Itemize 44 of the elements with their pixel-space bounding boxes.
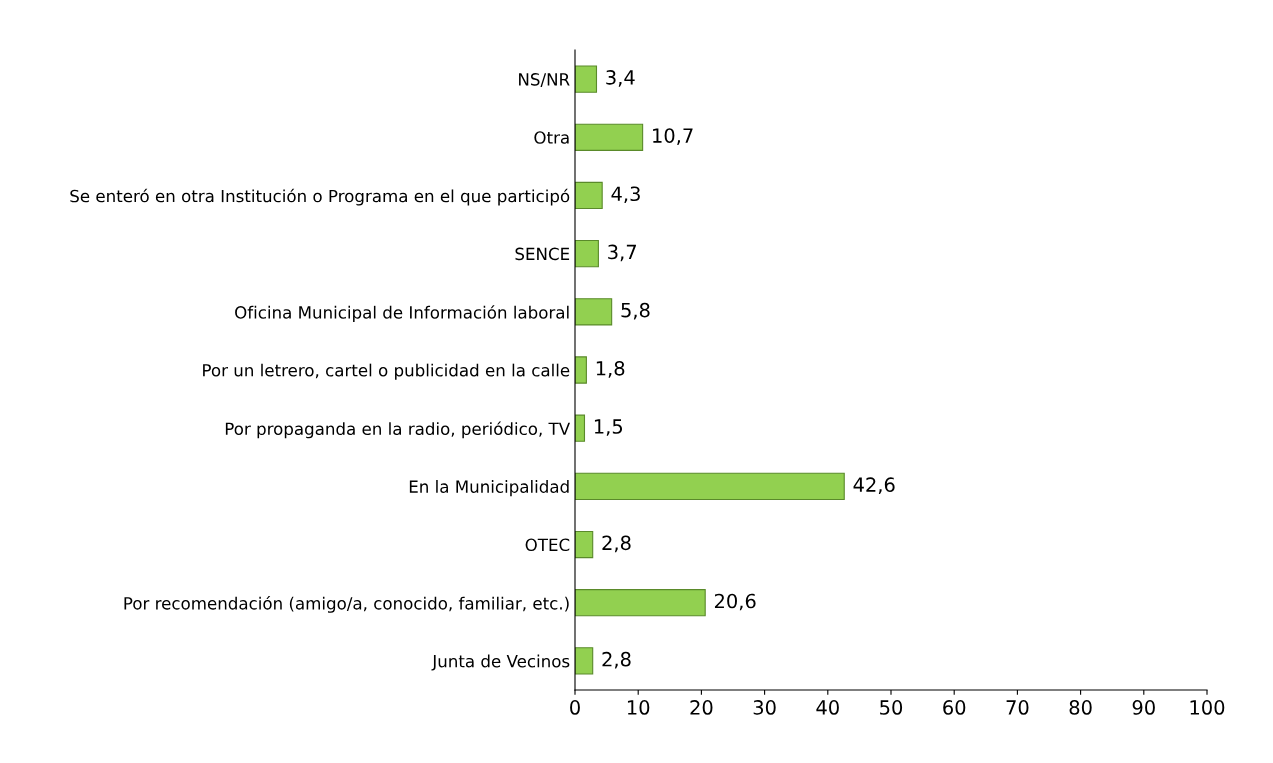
y-tick-label: Se enteró en otra Institución o Programa en el que participó xyxy=(70,188,570,206)
bar xyxy=(575,589,706,617)
x-tick-label: 20 xyxy=(690,700,713,715)
data-label: 1,8 xyxy=(596,360,625,378)
data-label: 2,8 xyxy=(602,535,631,553)
data-label: 4,3 xyxy=(611,186,640,204)
bar xyxy=(575,123,644,151)
data-label: 20,6 xyxy=(714,593,756,611)
x-tick-label: 30 xyxy=(753,700,776,715)
data-label: 42,6 xyxy=(853,477,895,494)
x-tick-label: 50 xyxy=(880,700,903,715)
bar xyxy=(575,472,845,501)
y-tick-label: En la Municipalidad xyxy=(409,480,569,497)
data-label: 5,8 xyxy=(621,302,650,320)
x-tick-label: 40 xyxy=(816,700,839,715)
data-label: 3,4 xyxy=(606,70,635,87)
x-tick-label: 100 xyxy=(1190,700,1225,715)
x-tick-label: 80 xyxy=(1069,700,1092,715)
y-tick-label: SENCE xyxy=(515,247,570,261)
bar xyxy=(575,298,613,326)
bar xyxy=(575,356,587,384)
bar xyxy=(575,65,598,93)
data-label: 1,5 xyxy=(594,419,623,436)
y-tick-label: Por propaganda en la radio, periódico, TV xyxy=(225,421,570,439)
x-tick-label: 0 xyxy=(570,700,580,715)
bar xyxy=(575,647,594,675)
data-label: 2,8 xyxy=(602,651,631,669)
bar xyxy=(575,414,586,442)
x-tick-label: 60 xyxy=(943,700,966,715)
x-tick-label: 10 xyxy=(627,700,650,715)
y-tick-label: Por un letrero, cartel o publicidad en la calle xyxy=(203,363,570,380)
y-tick-label: Junta de Vecinos xyxy=(431,654,570,671)
y-tick-label: OTEC xyxy=(525,538,570,552)
x-tick-label: 90 xyxy=(1132,700,1155,715)
y-tick-label: Otra xyxy=(534,131,569,144)
bar xyxy=(575,239,599,268)
y-tick-label: Por recomendación (amigo/a, conocido, familiar, etc.) xyxy=(124,596,569,613)
y-tick-label: Oficina Municipal de Información laboral xyxy=(235,305,569,322)
y-tick-label: NS/NR xyxy=(519,73,570,87)
x-tick-label: 70 xyxy=(1006,700,1029,715)
bar xyxy=(575,181,603,210)
bar xyxy=(575,530,594,559)
data-label: 10,7 xyxy=(653,128,693,145)
data-label: 3,7 xyxy=(608,244,636,262)
